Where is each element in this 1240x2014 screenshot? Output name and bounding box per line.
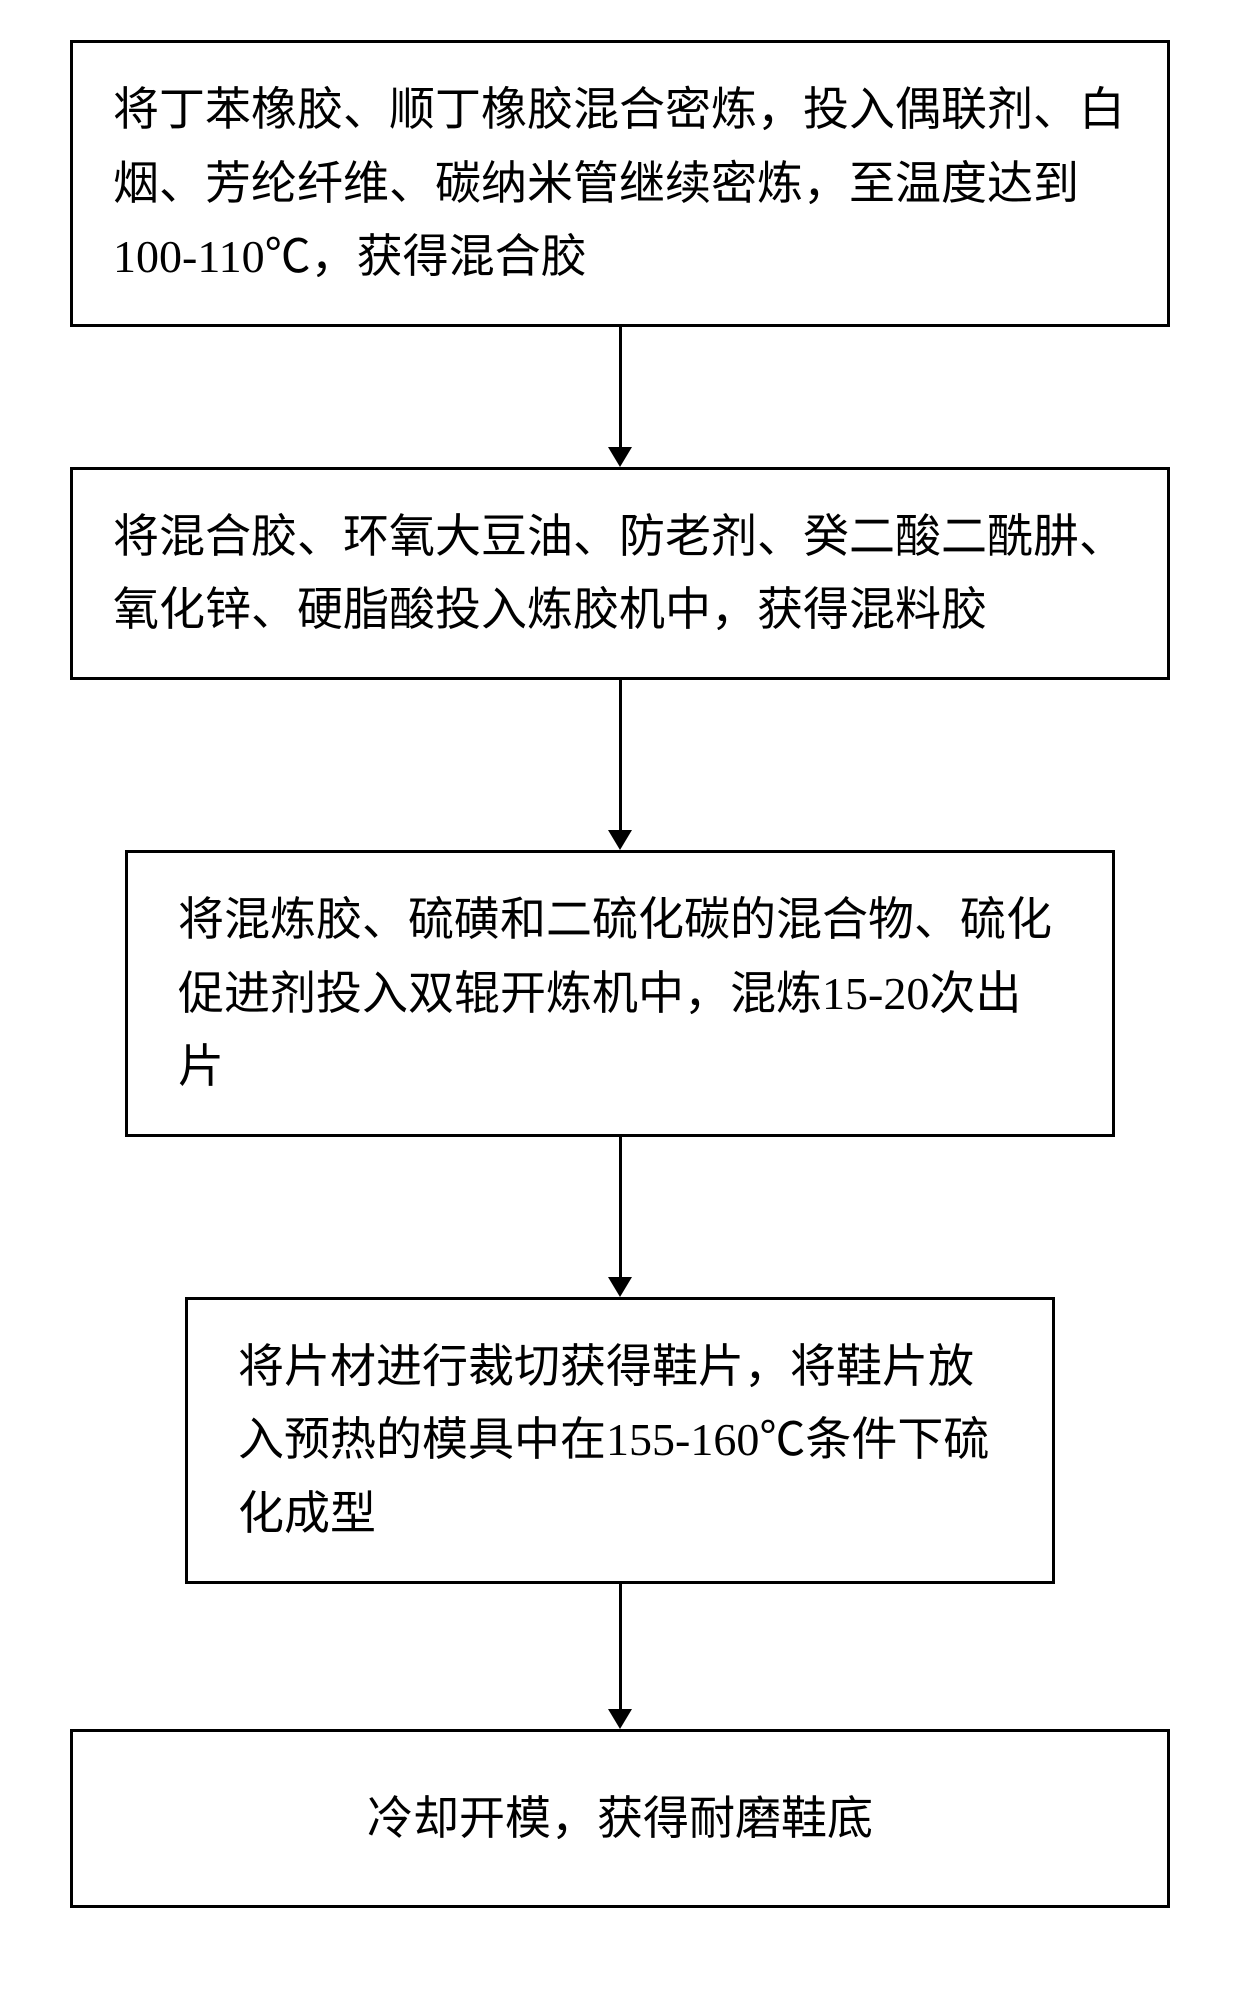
flowchart-step-3: 将混炼胶、硫磺和二硫化碳的混合物、硫化促进剂投入双辊开炼机中，混炼15-20次出…: [125, 850, 1115, 1137]
arrow-icon: [608, 1584, 632, 1729]
step-text: 将片材进行裁切获得鞋片，将鞋片放入预热的模具中在155-160℃条件下硫化成型: [238, 1341, 989, 1539]
flowchart-container: 将丁苯橡胶、顺丁橡胶混合密炼，投入偶联剂、白烟、芳纶纤维、碳纳米管继续密炼，至温…: [60, 40, 1180, 1908]
arrow-icon: [608, 680, 632, 850]
step-text: 冷却开模，获得耐磨鞋底: [367, 1793, 873, 1844]
step-text: 将混合胶、环氧大豆油、防老剂、癸二酸二酰肼、氧化锌、硬脂酸投入炼胶机中，获得混料…: [113, 511, 1125, 636]
flowchart-step-5: 冷却开模，获得耐磨鞋底: [70, 1729, 1170, 1909]
arrow-icon: [608, 1137, 632, 1297]
flowchart-step-2: 将混合胶、环氧大豆油、防老剂、癸二酸二酰肼、氧化锌、硬脂酸投入炼胶机中，获得混料…: [70, 467, 1170, 680]
flowchart-step-4: 将片材进行裁切获得鞋片，将鞋片放入预热的模具中在155-160℃条件下硫化成型: [185, 1297, 1055, 1584]
arrow-icon: [608, 327, 632, 467]
flowchart-step-1: 将丁苯橡胶、顺丁橡胶混合密炼，投入偶联剂、白烟、芳纶纤维、碳纳米管继续密炼，至温…: [70, 40, 1170, 327]
step-text: 将丁苯橡胶、顺丁橡胶混合密炼，投入偶联剂、白烟、芳纶纤维、碳纳米管继续密炼，至温…: [113, 84, 1125, 282]
step-text: 将混炼胶、硫磺和二硫化碳的混合物、硫化促进剂投入双辊开炼机中，混炼15-20次出…: [178, 894, 1052, 1092]
